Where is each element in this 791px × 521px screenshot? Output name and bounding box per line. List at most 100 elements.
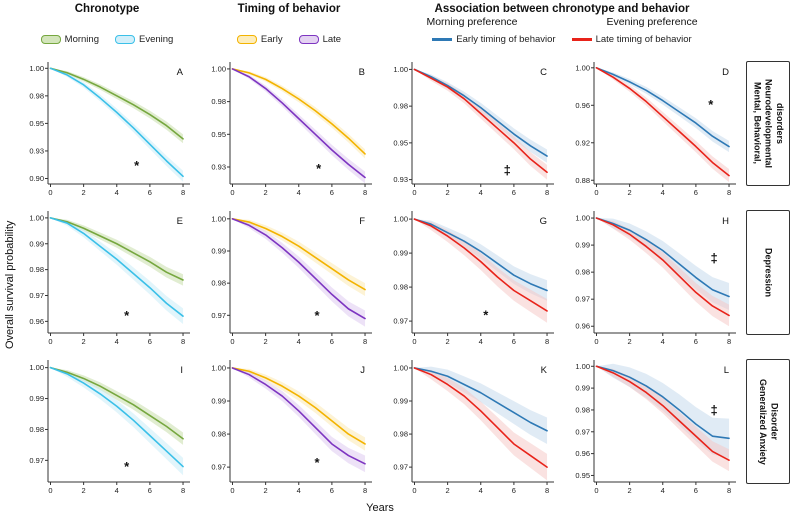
svg-text:0: 0	[412, 337, 416, 346]
svg-text:8: 8	[727, 486, 731, 495]
column-header-association: Association between chronotype and behav…	[434, 3, 690, 15]
legend-chronotype: Morning Evening	[40, 34, 174, 45]
svg-text:0.98: 0.98	[211, 279, 226, 288]
row-label-text: Depression	[763, 247, 774, 298]
svg-text:6: 6	[148, 337, 152, 346]
svg-text:*: *	[134, 158, 140, 173]
svg-text:6: 6	[512, 486, 516, 495]
svg-text:8: 8	[727, 188, 731, 197]
svg-text:8: 8	[181, 188, 185, 197]
svg-text:1.00: 1.00	[575, 63, 590, 72]
svg-text:2: 2	[82, 486, 86, 495]
svg-text:0.98: 0.98	[211, 430, 226, 439]
svg-text:8: 8	[545, 188, 549, 197]
svg-text:4: 4	[297, 486, 301, 495]
header-row: Chronotype Morning Evening Timing of beha…	[18, 2, 791, 56]
subheader-spacer	[18, 16, 196, 30]
legend-swatch-icon	[432, 38, 453, 41]
svg-text:2: 2	[628, 486, 632, 495]
svg-text:6: 6	[694, 486, 698, 495]
legend-label: Evening	[138, 34, 174, 45]
svg-text:D: D	[722, 67, 729, 78]
svg-text:1.00: 1.00	[211, 64, 226, 73]
legend-label: Early timing of behavior	[456, 34, 556, 45]
svg-text:0.95: 0.95	[393, 138, 408, 147]
svg-text:6: 6	[512, 337, 516, 346]
header-timing-col: Timing of behavior Early Late	[200, 2, 378, 56]
svg-text:*: *	[124, 308, 130, 323]
svg-text:4: 4	[297, 337, 301, 346]
svg-text:0: 0	[48, 337, 52, 346]
svg-text:8: 8	[545, 337, 549, 346]
svg-text:0: 0	[594, 337, 598, 346]
svg-text:0.98: 0.98	[575, 405, 590, 414]
legend-item-early-timing-of-behavior: Early timing of behavior	[432, 34, 556, 45]
svg-text:8: 8	[545, 486, 549, 495]
svg-text:2: 2	[264, 486, 268, 495]
row-label-box-1: Depression	[746, 210, 790, 335]
svg-text:1.00: 1.00	[393, 65, 408, 74]
association-subheaders: Morning preference Evening preference	[382, 16, 742, 30]
legend-swatch-icon	[236, 35, 257, 44]
svg-text:‡: ‡	[711, 251, 718, 266]
svg-text:0.98: 0.98	[29, 265, 44, 274]
svg-text:1.00: 1.00	[211, 363, 226, 372]
svg-text:0.99: 0.99	[393, 249, 408, 258]
svg-text:1.00: 1.00	[211, 214, 226, 223]
legend-swatch-icon	[298, 35, 319, 44]
column-header-timing: Timing of behavior	[237, 3, 341, 15]
svg-text:*: *	[124, 459, 130, 474]
legend-label: Early	[260, 34, 283, 45]
legend-swatch-icon	[40, 35, 61, 44]
svg-text:0.97: 0.97	[575, 295, 590, 304]
legend-timing: Early Late	[236, 34, 341, 45]
svg-text:6: 6	[694, 188, 698, 197]
svg-text:6: 6	[512, 188, 516, 197]
svg-text:0: 0	[230, 337, 234, 346]
svg-text:8: 8	[181, 486, 185, 495]
svg-text:4: 4	[115, 188, 119, 197]
svg-text:0: 0	[594, 188, 598, 197]
svg-text:0.96: 0.96	[575, 101, 590, 110]
header-chronotype-col: Chronotype Morning Evening	[18, 2, 196, 56]
legend-item-late-timing-of-behavior: Late timing of behavior	[571, 34, 692, 45]
svg-text:K: K	[541, 365, 548, 376]
svg-text:1.00: 1.00	[29, 213, 44, 222]
legend-label: Late timing of behavior	[595, 34, 692, 45]
svg-text:6: 6	[148, 188, 152, 197]
row-label-box-0: Mental, Behavioral, Neurodevelopmental d…	[746, 61, 790, 186]
svg-text:4: 4	[661, 188, 665, 197]
svg-text:0.98: 0.98	[393, 283, 408, 292]
svg-text:0.93: 0.93	[29, 146, 44, 155]
svg-text:0.93: 0.93	[211, 163, 226, 172]
survival-panel-C: 1.00 0.98 0.95 0.93 0 2 4 6 8 C ‡	[393, 62, 554, 197]
svg-text:F: F	[359, 216, 365, 227]
row-label-text: Generalized Anxiety Disorder	[758, 378, 780, 465]
svg-text:4: 4	[115, 337, 119, 346]
svg-text:8: 8	[363, 486, 367, 495]
svg-text:0.99: 0.99	[393, 397, 408, 406]
survival-panel-F: 1.00 0.99 0.98 0.97 0 2 4 6 8 F *	[211, 211, 372, 346]
survival-panel-H: 1.00 0.99 0.98 0.97 0.96 0 2 4 6 8 H ‡	[575, 211, 736, 346]
svg-text:1.00: 1.00	[393, 363, 408, 372]
legend-item-early: Early	[236, 34, 283, 45]
svg-text:0.99: 0.99	[575, 241, 590, 250]
svg-text:0: 0	[48, 188, 52, 197]
svg-text:4: 4	[661, 486, 665, 495]
svg-text:8: 8	[727, 337, 731, 346]
svg-text:L: L	[724, 365, 729, 376]
svg-text:2: 2	[264, 188, 268, 197]
svg-text:8: 8	[181, 337, 185, 346]
svg-text:C: C	[540, 67, 547, 78]
survival-panel-J: 1.00 0.99 0.98 0.97 0 2 4 6 8 J *	[211, 360, 372, 495]
survival-panel-A: 1.00 0.98 0.95 0.93 0.90 0 2 4 6 8 A *	[29, 62, 190, 197]
svg-text:6: 6	[330, 486, 334, 495]
svg-text:2: 2	[628, 188, 632, 197]
survival-panel-I: 1.00 0.99 0.98 0.97 0 2 4 6 8 I *	[29, 360, 190, 495]
svg-text:1.00: 1.00	[29, 64, 44, 73]
svg-text:1.00: 1.00	[393, 215, 408, 224]
svg-text:1.00: 1.00	[29, 363, 44, 372]
svg-text:0.97: 0.97	[393, 317, 408, 326]
svg-text:0: 0	[48, 486, 52, 495]
